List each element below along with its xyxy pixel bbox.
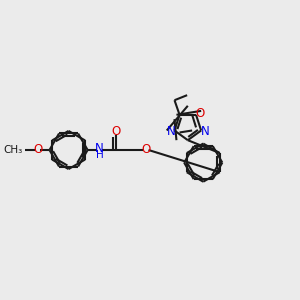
Text: O: O — [195, 107, 204, 120]
Text: O: O — [112, 125, 121, 138]
Text: H: H — [96, 150, 104, 160]
Text: N: N — [167, 125, 175, 138]
Text: O: O — [141, 143, 151, 157]
Text: CH₃: CH₃ — [3, 145, 22, 155]
Text: N: N — [200, 125, 209, 138]
Text: N: N — [95, 142, 104, 155]
Text: O: O — [33, 143, 42, 157]
